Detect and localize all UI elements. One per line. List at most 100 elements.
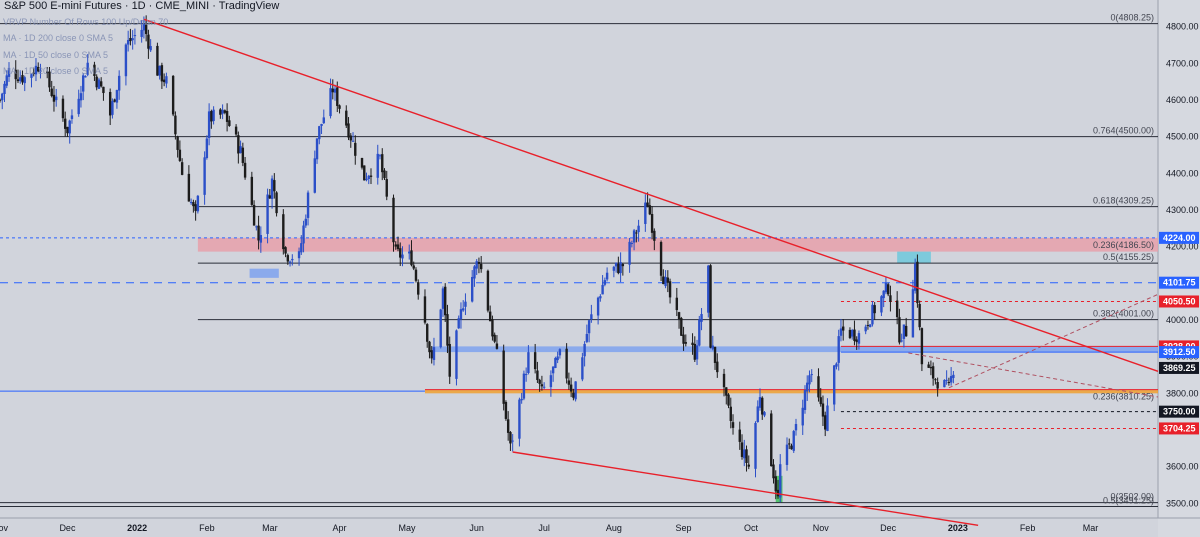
candle-body: [203, 157, 206, 195]
candle-body: [399, 248, 402, 258]
candle-body: [284, 247, 287, 254]
price-label-box: [1159, 346, 1199, 359]
candle-body: [680, 317, 683, 336]
candle-body: [129, 37, 132, 42]
candle-body: [628, 241, 631, 265]
candle-body: [126, 40, 130, 45]
candle-body: [84, 76, 87, 78]
candle-body: [934, 379, 937, 381]
candle-body: [194, 204, 197, 211]
candle-body: [668, 281, 672, 298]
candle-body: [304, 218, 308, 226]
candle-body: [745, 449, 748, 464]
candle-body: [617, 263, 620, 274]
candle-body: [929, 366, 933, 369]
candle-body: [162, 79, 166, 83]
price-axis-panel: [1158, 0, 1200, 537]
candle-body: [785, 444, 789, 465]
candle-body: [936, 382, 939, 389]
candle-body: [37, 67, 40, 72]
candle-body: [360, 157, 364, 168]
candle-body: [313, 158, 316, 193]
fib-level-label: 0.5(4155.25): [1103, 252, 1154, 262]
study-ma-20[interactable]: MA · 1D 20 close 0 SMA 5: [3, 66, 109, 76]
y-tick-label: 3800.00: [1166, 388, 1199, 398]
candle-body: [333, 88, 337, 93]
candle-body: [46, 71, 49, 74]
candle-body: [448, 343, 451, 377]
candle-body: [911, 289, 915, 338]
candle-body: [599, 296, 602, 299]
trendline-lower: [512, 451, 979, 527]
candle-body: [646, 202, 649, 208]
candle-body: [740, 442, 744, 457]
candle-body: [662, 276, 665, 285]
candle-body: [39, 70, 42, 72]
candle-body: [5, 75, 8, 86]
y-tick-label: 4200.00: [1166, 242, 1199, 252]
price-label-text: 3750.00: [1163, 407, 1196, 417]
candle-body: [237, 135, 240, 154]
candle-body: [160, 65, 164, 82]
candle-body: [221, 109, 224, 114]
candle-body: [596, 297, 600, 316]
zone-label-orange: 0.236(3810.25): [1093, 392, 1154, 402]
candle-body: [131, 38, 134, 41]
candle-body: [408, 251, 411, 254]
study-ma-200[interactable]: MA · 1D 200 close 0 SMA 5: [3, 33, 114, 43]
candle-body: [882, 290, 885, 299]
x-tick-label: May: [398, 523, 416, 533]
candle-body: [243, 162, 247, 178]
candle-body: [536, 370, 539, 381]
candle-body: [282, 214, 285, 250]
candle-body: [426, 324, 429, 342]
study-ma-50[interactable]: MA · 1D 50 close 0 SMA 5: [3, 50, 109, 60]
y-tick-label: 4300.00: [1166, 205, 1199, 215]
candle-body: [866, 325, 870, 327]
candle-body: [430, 350, 433, 359]
candle-body: [826, 405, 829, 431]
candle-body: [234, 126, 238, 135]
candle-body: [895, 300, 899, 318]
study-vrvp[interactable]: VRVP Number Of Rows 100 Up/Down 70: [3, 17, 169, 27]
candle-body: [810, 374, 813, 376]
candle-body: [383, 170, 386, 179]
candle-body: [423, 296, 427, 323]
candle-body: [266, 194, 269, 234]
candle-body: [329, 88, 332, 117]
candle-body: [273, 180, 276, 192]
fib-level-label: 0(4808.25): [1110, 13, 1154, 23]
candle-body: [779, 464, 782, 498]
candle-body: [904, 325, 908, 337]
candle-body: [180, 162, 184, 175]
candle-body: [583, 343, 586, 357]
candle-body: [558, 349, 562, 356]
candle-body: [871, 304, 874, 325]
price-label-text: 3704.25: [1163, 423, 1196, 433]
candle-body: [187, 173, 191, 202]
candle-body: [30, 74, 33, 78]
candle-body: [727, 394, 730, 406]
candle-body: [176, 136, 179, 150]
candle-body: [228, 120, 231, 126]
zone-red: [197, 237, 1159, 252]
candle-body: [538, 379, 541, 384]
candle-body: [788, 443, 791, 445]
candle-body: [376, 153, 379, 178]
candle-body: [225, 110, 229, 122]
candle-body: [297, 251, 301, 259]
candle-body: [747, 464, 750, 467]
candle-body: [48, 71, 51, 88]
candle-body: [338, 105, 341, 109]
candle-body: [743, 449, 746, 459]
x-tick-label: Jul: [538, 523, 550, 533]
candle-body: [931, 366, 935, 379]
candle-body: [711, 345, 714, 349]
candle-body: [111, 101, 114, 115]
candle-body: [479, 263, 483, 270]
candle-body: [77, 98, 80, 115]
x-tick-label: Mar: [1083, 523, 1099, 533]
candle-body: [115, 89, 119, 103]
candle-body: [763, 412, 766, 416]
